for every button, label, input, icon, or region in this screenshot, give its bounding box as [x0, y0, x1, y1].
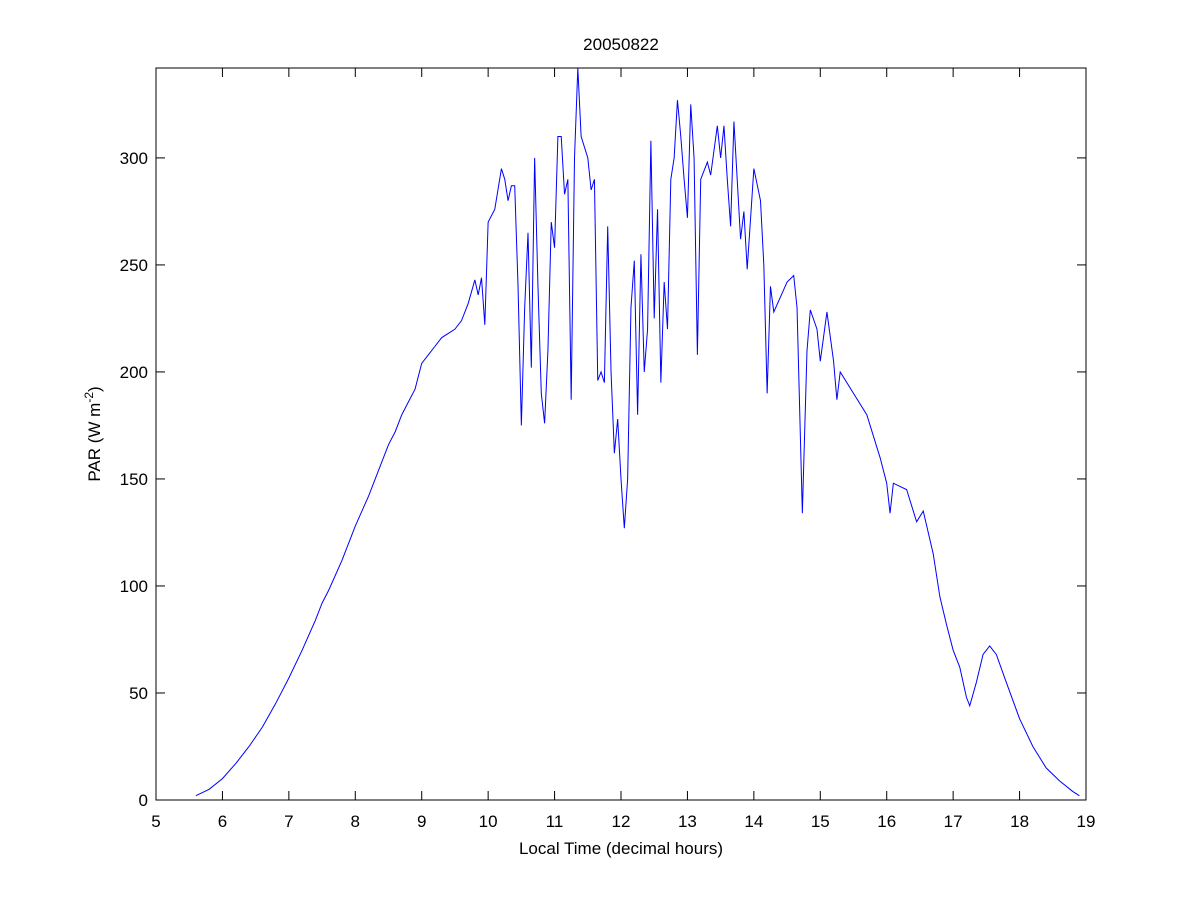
y-tick-label: 250: [120, 256, 148, 275]
y-tick-label: 0: [139, 791, 148, 810]
x-tick-label: 15: [811, 812, 830, 831]
x-axis-label: Local Time (decimal hours): [519, 839, 723, 858]
chart-title: 20050822: [583, 35, 659, 54]
y-tick-label: 300: [120, 149, 148, 168]
y-label-suffix: ): [85, 386, 104, 392]
x-tick-label: 12: [612, 812, 631, 831]
y-label-main: PAR (W m: [85, 403, 104, 482]
x-tick-label: 6: [218, 812, 227, 831]
x-tick-label: 14: [744, 812, 763, 831]
x-tick-label: 11: [546, 812, 564, 831]
plot-area: [155, 67, 1087, 801]
y-tick-label: 50: [129, 684, 148, 703]
x-tick-label: 16: [877, 812, 896, 831]
x-tick-label: 8: [351, 812, 360, 831]
data-line: [195, 67, 1080, 797]
y-tick-label: 150: [120, 470, 148, 489]
x-tick-label: 17: [944, 812, 963, 831]
y-axis-label: PAR (W m-2): [82, 386, 104, 481]
x-tick-label: 10: [479, 812, 498, 831]
x-tick-label: 13: [678, 812, 697, 831]
y-tick-label: 100: [120, 577, 148, 596]
x-tick-label: 9: [417, 812, 426, 831]
x-tick-label: 5: [151, 812, 160, 831]
x-tick-label: 19: [1077, 812, 1096, 831]
x-tick-label: 18: [1010, 812, 1029, 831]
x-tick-label: 7: [284, 812, 293, 831]
y-label-superscript: -2: [82, 392, 96, 403]
y-tick-label: 200: [120, 363, 148, 382]
